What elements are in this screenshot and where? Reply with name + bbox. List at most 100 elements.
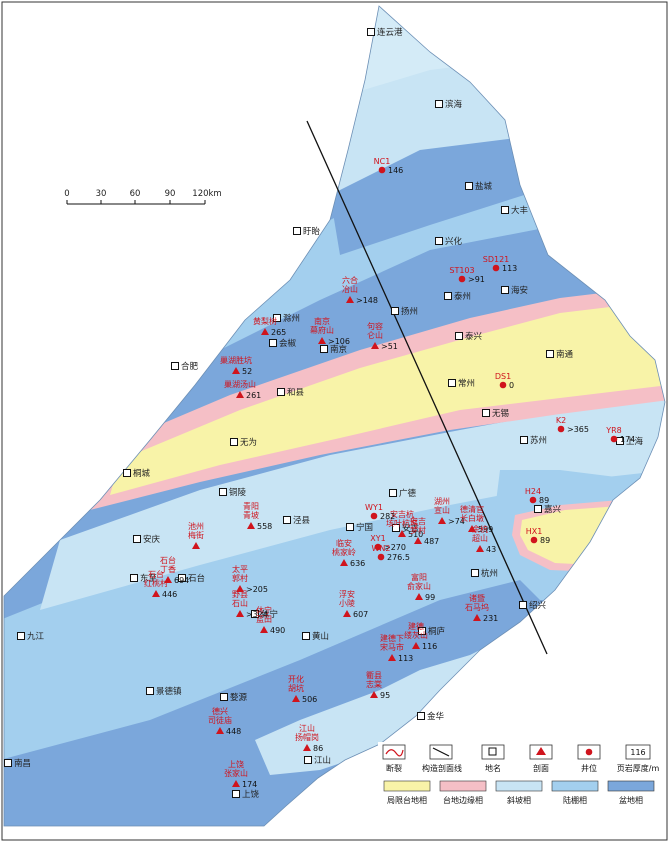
place-square-icon [389,489,397,497]
place-square-icon [501,206,509,214]
place-square-icon [448,379,456,387]
city-label: 铜陵 [229,487,247,498]
city-marker: 泾县 [283,516,311,526]
place-square-icon [171,362,179,370]
place-square-icon [444,292,452,300]
well-id: HX1 [526,527,543,536]
place-square-icon [123,469,131,477]
place-square-icon [130,574,138,582]
city-label: 金华 [427,711,445,722]
section-name: 巢湖胜坑 [220,355,252,365]
well-id: ST103 [449,266,474,275]
well-dot-icon [529,496,537,504]
city-marker: 江山 [304,755,331,766]
city-marker: 无为 [230,437,257,448]
city-marker: 无锡 [482,409,510,419]
well-dot-icon [610,435,618,443]
city-marker: 桐庐 [418,626,445,637]
section-name: 开化胡坑 [288,674,304,693]
outcrop-triangle-icon [236,585,244,592]
outcrop-section: 诸暨石马坞 231 [465,594,498,623]
place-square-icon [219,488,227,496]
scale-tick-30: 30 [96,189,107,199]
outcrop-section: 巢湖胜坑 52 [220,355,252,376]
section-name: 诸暨石马坞 [465,594,489,612]
city-marker: 上饶 [232,789,260,800]
outcrop-triangle-icon [318,337,326,344]
section-thickness: 448 [226,727,241,736]
city-marker: 景德镇 [146,686,182,697]
section-name: 休宁蓝田 [256,605,272,624]
place-square-icon [418,627,426,635]
section-thickness: >324 [246,610,268,619]
outcrop-triangle-icon [232,367,240,374]
well-marker: ST103>91 [449,266,485,284]
outcrop-triangle-icon [371,342,379,349]
city-marker: 盐城 [465,181,493,192]
outcrop-section: 浮安小陵 607 [339,589,368,619]
section-thickness: 52 [242,367,252,376]
outcrop-section: 六合冶山 >148 [342,275,378,305]
well-thickness: 282 [380,512,395,521]
city-marker: 泰兴 [455,331,483,342]
outcrop-triangle-icon [247,522,255,529]
well-id: H24 [525,487,541,496]
city-label: 海安 [511,285,528,296]
place-square-icon [520,436,528,444]
outcrop-section: 德清官长白墩 599 [460,504,493,534]
outcrop-triangle-icon [340,559,348,566]
section-line [306,120,548,655]
outcrop-triangle-icon [216,727,224,734]
outcrop-section: 野县石山 >324 [232,590,268,619]
outcrop-section: 句容仑山 >51 [367,321,398,351]
facies-swatch [383,780,431,792]
legend-place-label: 地名 [485,763,501,773]
section-name: 余杭超山 [472,524,488,543]
legend: 断裂 构造剖面线 地名 剖面 井位 116 页岩厚度/m 局限台地相 台地边 [378,742,664,826]
section-thickness: 43 [486,545,496,554]
outcrop-triangle-icon [343,610,351,617]
well-thickness: 113 [502,264,517,273]
well-id: DS1 [495,372,511,381]
well-id: NC1 [374,157,391,166]
city-marker: 苏州 [520,435,547,446]
place-square-icon [4,759,12,767]
city-marker: 连云港 [367,27,403,38]
outcrop-triangle-icon [473,614,481,621]
section-thickness: >74 [448,517,465,526]
well-id: WY1 [365,503,383,512]
outcrop-section: 衢县志棠 95 [366,670,390,700]
scale-tick-60: 60 [130,189,141,199]
section-name: 德兴司徒庙 [208,706,232,725]
facies-label: 台地边缘相 [443,795,483,805]
place-square-icon [534,505,542,513]
section-name: 浮安小陵 [339,589,355,608]
sections-layer: 六合冶山 >148 黄梨树 265 南京幕府山 >106 句容仑山 >51 巢湖胜坑 52 巢湖汤山… [144,275,498,789]
city-marker: 常州 [448,378,475,389]
outcrop-section: 江山扬帽岗 86 [295,723,323,753]
outcrop-section: 青阳青坡 558 [243,501,272,531]
place-square-icon [471,569,479,577]
city-marker: 海安 [501,285,528,296]
outcrop-section: 南京幕府山 >106 [310,316,350,346]
outcrop-triangle-icon [260,626,268,633]
city-marker: 南通 [546,349,574,360]
city-label: 上饶 [242,789,260,800]
well-dot-icon [377,553,385,561]
outcrop-triangle-icon [438,517,446,524]
legend-facies-item: 陆棚相 [551,780,599,805]
city-label: 婺源 [230,692,248,703]
city-marker: 绍兴 [519,600,547,611]
section-thickness: 636 [350,559,365,568]
section-thickness: 86 [313,744,323,753]
section-thickness: 116 [422,642,437,651]
section-name: 临安桃家岭 [332,538,356,557]
section-name: 石台红桃村 [144,569,168,588]
outcrop-section: 安吉梦村 487 [410,516,439,546]
